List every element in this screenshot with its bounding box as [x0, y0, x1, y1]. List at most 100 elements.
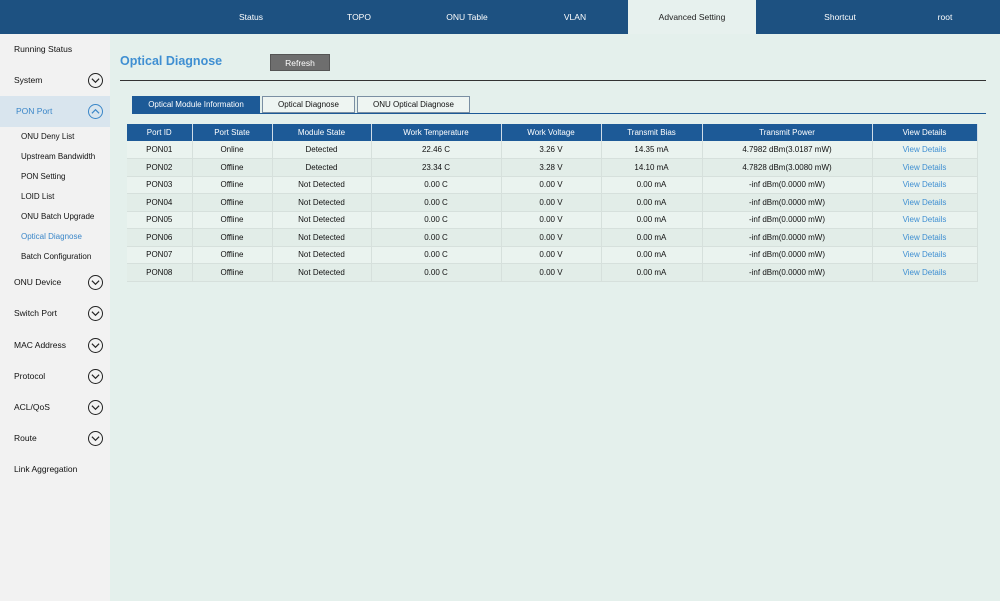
- sidebar-subitem-label: ONU Batch Upgrade: [21, 212, 95, 221]
- sidebar-item-label: PON Port: [16, 106, 53, 116]
- cell-transmit-bias: 14.10 mA: [601, 158, 703, 177]
- sidebar-item-pon-port[interactable]: PON Port: [0, 96, 110, 127]
- sidebar-item-running-status[interactable]: Running Status: [0, 34, 110, 65]
- cell-work-voltage: 0.00 V: [501, 193, 602, 212]
- cell-work-temperature: 0.00 C: [371, 193, 502, 212]
- table-row: PON07 Offline Not Detected 0.00 C 0.00 V…: [127, 246, 978, 264]
- nav-topo[interactable]: TOPO: [347, 12, 371, 22]
- tab-optical-module-information[interactable]: Optical Module Information: [132, 96, 260, 113]
- chevron-up-icon[interactable]: [88, 104, 103, 119]
- cell-work-voltage: 0.00 V: [501, 228, 602, 247]
- sidebar-item-onu-device[interactable]: ONU Device: [0, 267, 110, 298]
- nav-user-root[interactable]: root: [937, 12, 953, 22]
- chevron-down-icon[interactable]: [88, 275, 103, 290]
- cell-transmit-bias: 0.00 mA: [601, 246, 703, 264]
- cell-transmit-power: -inf dBm(0.0000 mW): [702, 176, 873, 194]
- tab-onu-optical-diagnose[interactable]: ONU Optical Diagnose: [357, 96, 470, 113]
- chevron-down-icon[interactable]: [88, 400, 103, 415]
- sidebar-item-label: ONU Device: [14, 277, 62, 287]
- cell-module-state: Detected: [272, 141, 372, 159]
- table-row: PON01 Online Detected 22.46 C 3.26 V 14.…: [127, 141, 978, 159]
- sidebar-item-switch-port[interactable]: Switch Port: [0, 298, 110, 329]
- sidebar-item-label: Protocol: [14, 371, 46, 381]
- cell-transmit-power: -inf dBm(0.0000 mW): [702, 263, 873, 282]
- nav-advanced-setting[interactable]: Advanced Setting: [628, 0, 756, 34]
- chevron-down-icon[interactable]: [88, 369, 103, 384]
- cell-transmit-bias: 14.35 mA: [601, 141, 703, 159]
- table-row: PON05 Offline Not Detected 0.00 C 0.00 V…: [127, 211, 978, 229]
- sidebar-item-label: Route: [14, 433, 37, 443]
- main-content: Optical Diagnose Refresh Optical Module …: [110, 34, 1000, 601]
- page-title: Optical Diagnose: [120, 54, 223, 68]
- cell-transmit-power: -inf dBm(0.0000 mW): [702, 193, 873, 212]
- chevron-down-icon[interactable]: [88, 338, 103, 353]
- tab-divider: [132, 113, 986, 114]
- chevron-down-icon[interactable]: [88, 306, 103, 321]
- chevron-down-icon[interactable]: [88, 431, 103, 446]
- cell-module-state: Detected: [272, 158, 372, 177]
- view-details-link[interactable]: View Details: [872, 158, 978, 177]
- cell-work-voltage: 0.00 V: [501, 246, 602, 264]
- cell-port-state: Online: [192, 141, 273, 159]
- nav-status[interactable]: Status: [238, 12, 264, 22]
- cell-port-id: PON02: [127, 158, 193, 177]
- sidebar-subitem-upstream-bandwidth[interactable]: Upstream Bandwidth: [0, 147, 110, 167]
- view-details-link[interactable]: View Details: [872, 263, 978, 282]
- cell-transmit-power: -inf dBm(0.0000 mW): [702, 228, 873, 247]
- sidebar-item-protocol[interactable]: Protocol: [0, 361, 110, 392]
- cell-port-state: Offline: [192, 228, 273, 247]
- cell-transmit-bias: 0.00 mA: [601, 193, 703, 212]
- sidebar-subitem-label: ONU Deny List: [21, 132, 75, 141]
- sidebar-item-label: ACL/QoS: [14, 402, 50, 412]
- cell-work-temperature: 22.46 C: [371, 141, 502, 159]
- tab-optical-diagnose[interactable]: Optical Diagnose: [262, 96, 355, 113]
- sidebar-item-link-aggregation[interactable]: Link Aggregation: [0, 454, 110, 485]
- sidebar-item-mac-address[interactable]: MAC Address: [0, 330, 110, 361]
- top-nav-bar: Status TOPO ONU Table VLAN Advanced Sett…: [0, 0, 1000, 34]
- view-details-link[interactable]: View Details: [872, 246, 978, 264]
- table-row: PON08 Offline Not Detected 0.00 C 0.00 V…: [127, 263, 978, 282]
- view-details-link[interactable]: View Details: [872, 193, 978, 212]
- cell-work-voltage: 0.00 V: [501, 263, 602, 282]
- sidebar-subitem-loid-list[interactable]: LOID List: [0, 187, 110, 207]
- sidebar-subitem-label: LOID List: [21, 192, 55, 201]
- cell-port-id: PON04: [127, 193, 193, 212]
- cell-module-state: Not Detected: [272, 246, 372, 264]
- sidebar-subitem-label: PON Setting: [21, 172, 66, 181]
- cell-module-state: Not Detected: [272, 228, 372, 247]
- refresh-button[interactable]: Refresh: [270, 54, 330, 71]
- cell-work-voltage: 3.28 V: [501, 158, 602, 177]
- sidebar-item-system[interactable]: System: [0, 65, 110, 96]
- column-header: Port ID: [127, 124, 193, 141]
- sidebar-item-route[interactable]: Route: [0, 423, 110, 454]
- chevron-down-icon[interactable]: [88, 73, 103, 88]
- nav-onu-table[interactable]: ONU Table: [446, 12, 488, 22]
- sidebar-item-label: System: [14, 75, 43, 85]
- cell-transmit-bias: 0.00 mA: [601, 211, 703, 229]
- sidebar-subitem-batch-configuration[interactable]: Batch Configuration: [0, 247, 110, 267]
- sidebar-subitem-label: Upstream Bandwidth: [21, 152, 96, 161]
- cell-module-state: Not Detected: [272, 263, 372, 282]
- view-details-link[interactable]: View Details: [872, 228, 978, 247]
- view-details-link[interactable]: View Details: [872, 211, 978, 229]
- sidebar-item-label: Switch Port: [14, 308, 57, 318]
- sidebar-subitem-onu-deny-list[interactable]: ONU Deny List: [0, 127, 110, 147]
- view-details-link[interactable]: View Details: [872, 176, 978, 194]
- table-row: PON06 Offline Not Detected 0.00 C 0.00 V…: [127, 228, 978, 247]
- sidebar-item-acl-qos[interactable]: ACL/QoS: [0, 392, 110, 423]
- sidebar-subitem-onu-batch-upgrade[interactable]: ONU Batch Upgrade: [0, 207, 110, 227]
- cell-port-id: PON01: [127, 141, 193, 159]
- cell-work-temperature: 0.00 C: [371, 228, 502, 247]
- cell-work-voltage: 3.26 V: [501, 141, 602, 159]
- cell-port-state: Offline: [192, 193, 273, 212]
- sidebar-subitem-optical-diagnose[interactable]: Optical Diagnose: [0, 227, 110, 247]
- cell-transmit-power: 4.7828 dBm(3.0080 mW): [702, 158, 873, 177]
- nav-vlan[interactable]: VLAN: [563, 12, 587, 22]
- view-details-link[interactable]: View Details: [872, 141, 978, 159]
- cell-port-id: PON03: [127, 176, 193, 194]
- cell-port-id: PON06: [127, 228, 193, 247]
- nav-shortcut[interactable]: Shortcut: [824, 12, 856, 22]
- sidebar-subitem-pon-setting[interactable]: PON Setting: [0, 167, 110, 187]
- cell-module-state: Not Detected: [272, 176, 372, 194]
- table-row: PON03 Offline Not Detected 0.00 C 0.00 V…: [127, 176, 978, 194]
